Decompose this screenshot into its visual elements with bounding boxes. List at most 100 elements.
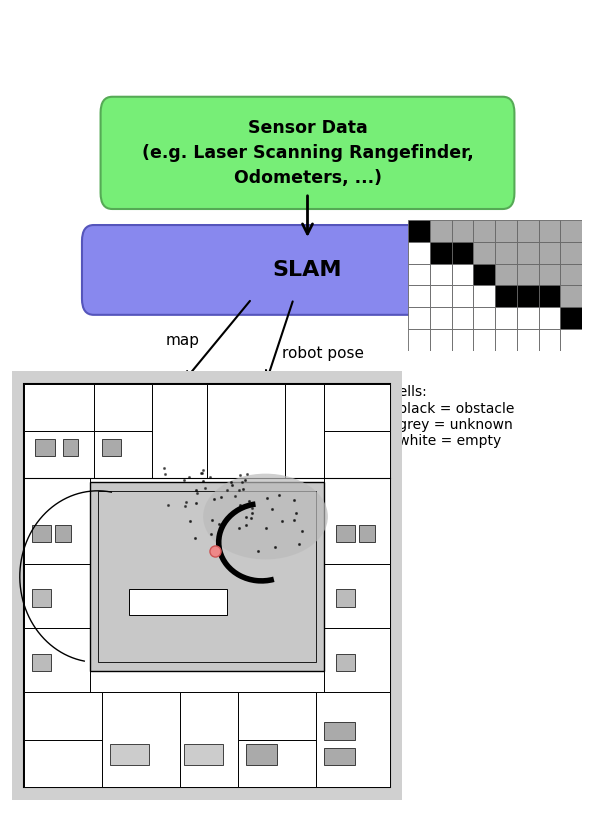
- Bar: [452, 286, 473, 307]
- Point: [200, 481, 210, 494]
- Bar: [152, 383, 207, 478]
- Point: [253, 544, 263, 557]
- Point: [241, 518, 251, 531]
- Bar: [316, 692, 390, 787]
- Point: [191, 483, 201, 496]
- Bar: [495, 242, 517, 263]
- Bar: [324, 748, 355, 766]
- Bar: [180, 692, 238, 787]
- Bar: [495, 307, 517, 329]
- Point: [206, 527, 216, 541]
- Text: robot pose: robot pose: [282, 346, 364, 361]
- Bar: [539, 329, 560, 351]
- Bar: [560, 329, 582, 351]
- Point: [236, 498, 245, 511]
- Bar: [430, 307, 452, 329]
- Bar: [359, 525, 374, 542]
- Point: [182, 495, 191, 508]
- Bar: [94, 383, 152, 431]
- Bar: [408, 307, 430, 329]
- Point: [294, 537, 304, 551]
- Point: [248, 501, 257, 514]
- Point: [208, 513, 217, 526]
- Point: [198, 464, 208, 477]
- Bar: [102, 439, 121, 456]
- Bar: [473, 220, 495, 242]
- Bar: [430, 329, 452, 351]
- Point: [209, 492, 219, 506]
- Bar: [452, 263, 473, 286]
- Bar: [408, 220, 430, 242]
- Bar: [207, 383, 285, 478]
- Point: [205, 470, 214, 483]
- Point: [163, 498, 173, 511]
- Bar: [32, 590, 51, 606]
- Bar: [324, 628, 391, 692]
- Point: [217, 490, 226, 503]
- Point: [240, 474, 250, 487]
- Bar: [24, 628, 90, 692]
- Text: Cells:
- black = obstacle
- grey = unknown
- white = empty: Cells: - black = obstacle - grey = unkno…: [389, 386, 514, 448]
- Text: SLAM: SLAM: [273, 260, 342, 280]
- Point: [289, 493, 299, 506]
- Bar: [560, 220, 582, 242]
- Bar: [238, 740, 316, 787]
- Bar: [452, 329, 473, 351]
- Bar: [246, 744, 277, 766]
- Point: [160, 467, 169, 481]
- Bar: [184, 744, 223, 766]
- Bar: [517, 263, 539, 286]
- Bar: [94, 431, 152, 478]
- Bar: [452, 220, 473, 242]
- Bar: [560, 263, 582, 286]
- Point: [239, 482, 248, 496]
- Bar: [24, 383, 94, 431]
- FancyBboxPatch shape: [101, 97, 514, 209]
- Bar: [324, 383, 391, 431]
- Bar: [539, 242, 560, 263]
- Bar: [473, 242, 495, 263]
- Point: [292, 506, 301, 520]
- Bar: [430, 242, 452, 263]
- Bar: [35, 439, 55, 456]
- Bar: [517, 286, 539, 307]
- Bar: [62, 439, 78, 456]
- Point: [244, 495, 254, 508]
- Point: [274, 488, 284, 501]
- Bar: [324, 478, 391, 564]
- Point: [246, 511, 256, 525]
- Bar: [560, 242, 582, 263]
- Point: [235, 469, 244, 482]
- Bar: [336, 654, 355, 671]
- Point: [159, 461, 169, 474]
- Bar: [495, 220, 517, 242]
- Bar: [324, 431, 391, 478]
- Bar: [473, 329, 495, 351]
- Bar: [408, 242, 430, 263]
- Bar: [24, 431, 94, 478]
- Bar: [539, 307, 560, 329]
- Bar: [238, 692, 316, 740]
- Bar: [408, 329, 430, 351]
- Point: [227, 478, 237, 491]
- Bar: [129, 590, 227, 616]
- Point: [271, 541, 280, 554]
- Bar: [517, 329, 539, 351]
- Bar: [90, 482, 324, 671]
- Point: [226, 510, 235, 523]
- Point: [196, 466, 206, 480]
- Point: [234, 521, 244, 535]
- Bar: [452, 242, 473, 263]
- Bar: [473, 263, 495, 286]
- Bar: [473, 307, 495, 329]
- Point: [289, 513, 299, 526]
- Point: [179, 473, 188, 486]
- Point: [198, 475, 208, 488]
- Bar: [430, 220, 452, 242]
- Point: [262, 491, 272, 505]
- Bar: [560, 307, 582, 329]
- Bar: [539, 286, 560, 307]
- Text: map: map: [166, 333, 200, 348]
- Point: [214, 517, 224, 531]
- Bar: [539, 220, 560, 242]
